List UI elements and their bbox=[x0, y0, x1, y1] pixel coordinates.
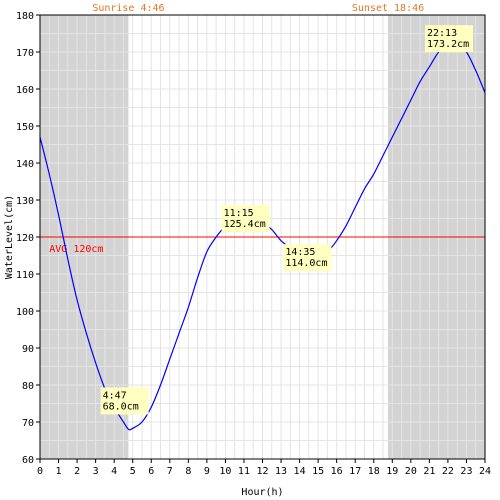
annotation-time: 4:47 bbox=[103, 390, 127, 401]
x-tick-label: 10 bbox=[219, 466, 231, 477]
x-tick-label: 8 bbox=[185, 466, 191, 477]
annotation-value: 173.2cm bbox=[427, 39, 469, 50]
annotation-box bbox=[221, 205, 270, 233]
x-tick-label: 17 bbox=[349, 466, 361, 477]
y-axis-ticks: 60 70 80 90 100 110 120 130 140 150 160 170 180 bbox=[16, 11, 40, 466]
x-tick-label: 14 bbox=[294, 466, 306, 477]
sunrise-label: Sunrise 4:46 bbox=[92, 3, 164, 14]
annotation-time: 11:15 bbox=[224, 208, 254, 219]
y-tick-label: 170 bbox=[16, 48, 34, 59]
annotations: 4:4768.0cm11:15125.4cm14:35114.0cm22:131… bbox=[100, 25, 473, 415]
y-axis-label: WaterLevel(cm) bbox=[4, 195, 15, 279]
y-tick-label: 80 bbox=[22, 381, 34, 392]
y-tick-label: 150 bbox=[16, 122, 34, 133]
x-tick-label: 3 bbox=[93, 466, 99, 477]
sunset-label: Sunset 18:46 bbox=[352, 3, 424, 14]
x-tick-label: 5 bbox=[130, 466, 136, 477]
x-tick-label: 19 bbox=[386, 466, 398, 477]
y-tick-label: 90 bbox=[22, 344, 34, 355]
x-tick-label: 1 bbox=[56, 466, 62, 477]
y-tick-label: 110 bbox=[16, 270, 34, 281]
x-tick-label: 0 bbox=[37, 466, 43, 477]
x-axis-ticks: 0 1 2 3 4 5 6 7 8 9 10 11 12 13 14 15 16 17 18 19 20 21 22 23 24 bbox=[37, 459, 491, 477]
y-tick-label: 120 bbox=[16, 233, 34, 244]
annotation-time: 14:35 bbox=[285, 247, 315, 258]
x-tick-label: 15 bbox=[312, 466, 324, 477]
y-tick-label: 130 bbox=[16, 196, 34, 207]
x-axis-label: Hour(h) bbox=[241, 487, 283, 498]
annotation-time: 22:13 bbox=[427, 28, 457, 39]
average-label: AVG 120cm bbox=[49, 244, 103, 255]
annotation-box bbox=[283, 244, 332, 272]
y-tick-label: 140 bbox=[16, 159, 34, 170]
x-tick-label: 21 bbox=[423, 466, 435, 477]
y-tick-label: 180 bbox=[16, 11, 34, 22]
y-tick-label: 70 bbox=[22, 418, 34, 429]
annotation-box bbox=[100, 387, 149, 415]
annotation-value: 68.0cm bbox=[103, 401, 139, 412]
x-tick-label: 9 bbox=[204, 466, 210, 477]
x-tick-label: 22 bbox=[442, 466, 454, 477]
x-tick-label: 6 bbox=[148, 466, 154, 477]
annotation-value: 125.4cm bbox=[224, 219, 266, 230]
x-tick-label: 12 bbox=[256, 466, 268, 477]
x-tick-label: 16 bbox=[331, 466, 343, 477]
x-tick-label: 7 bbox=[167, 466, 173, 477]
x-tick-label: 13 bbox=[275, 466, 287, 477]
x-tick-label: 4 bbox=[111, 466, 117, 477]
x-tick-label: 11 bbox=[238, 466, 250, 477]
annotation-box bbox=[424, 25, 473, 53]
y-tick-label: 100 bbox=[16, 307, 34, 318]
x-tick-label: 24 bbox=[479, 466, 491, 477]
x-tick-label: 23 bbox=[460, 466, 472, 477]
x-tick-label: 2 bbox=[74, 466, 80, 477]
annotation-value: 114.0cm bbox=[285, 258, 327, 269]
x-tick-label: 18 bbox=[368, 466, 380, 477]
x-tick-label: 20 bbox=[405, 466, 417, 477]
y-tick-label: 60 bbox=[22, 455, 34, 466]
y-tick-label: 160 bbox=[16, 85, 34, 96]
